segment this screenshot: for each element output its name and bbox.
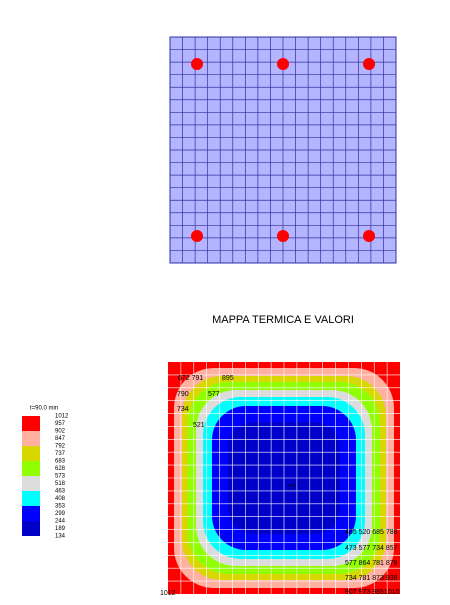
- value-label: 790: [177, 391, 189, 398]
- legend-label: 189: [55, 526, 66, 532]
- legend-label: 573: [55, 474, 66, 480]
- value-label: 405 520 685 788: [345, 529, 398, 536]
- legend-label: 683: [55, 459, 66, 465]
- legend-label: 408: [55, 496, 66, 502]
- value-label: 521: [193, 422, 205, 429]
- legend-swatch: [22, 506, 40, 521]
- value-label: 734 781 873 936: [345, 575, 398, 582]
- legend-label: 792: [55, 444, 66, 450]
- value-label: 577: [208, 391, 220, 398]
- rebar: [277, 230, 289, 242]
- legend-label: 244: [55, 519, 66, 525]
- rebar: [191, 58, 203, 70]
- value-label: 734: [177, 406, 189, 413]
- value-label: 577 864 781 878: [345, 560, 398, 567]
- legend-swatch: [22, 446, 40, 461]
- legend-label: 847: [55, 436, 66, 442]
- legend-swatch: [22, 491, 40, 506]
- legend-swatch: [22, 461, 40, 476]
- legend-label: 463: [55, 489, 66, 495]
- value-label: 672 791: [178, 375, 203, 382]
- legend-label: 628: [55, 466, 66, 472]
- value-label: 1012: [160, 590, 176, 597]
- legend-swatch: [22, 476, 40, 491]
- value-label: 895: [222, 375, 234, 382]
- rebar: [277, 58, 289, 70]
- rebar: [363, 58, 375, 70]
- legend-swatch: [22, 521, 40, 536]
- legend-header: t=90.0 min: [30, 406, 58, 412]
- legend-label: 737: [55, 451, 66, 457]
- heat-map: 672 791 895 790 577 734 521?? 405 520 685 788 4…: [160, 362, 400, 597]
- legend-label: 299: [55, 511, 66, 517]
- rebar: [363, 230, 375, 242]
- value-label: 907 973 9851010: [345, 589, 400, 596]
- legend-swatch: [22, 431, 40, 446]
- cross-section: [169, 36, 397, 264]
- legend-label: 1012: [55, 414, 69, 420]
- legend-label: 353: [55, 504, 66, 510]
- value-label: ??: [288, 484, 296, 491]
- legend-label: 902: [55, 429, 66, 435]
- legend-label: 518: [55, 481, 66, 487]
- rebar: [191, 230, 203, 242]
- title: MAPPA TERMICA E VALORI: [212, 314, 354, 326]
- legend-label: 957: [55, 421, 66, 427]
- legend-swatch: [22, 416, 40, 431]
- legend-label: 134: [55, 534, 66, 540]
- value-label: 473 577 734 857: [345, 545, 398, 552]
